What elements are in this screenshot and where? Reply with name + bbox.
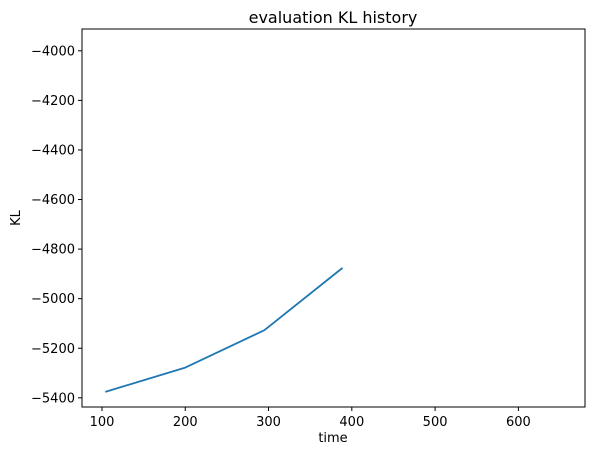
y-tick-label: −5400	[31, 391, 75, 406]
plot-frame	[81, 28, 586, 408]
y-tick-label: −4400	[31, 143, 75, 158]
series-layer	[105, 267, 344, 393]
chart-title: evaluation KL history	[249, 8, 418, 27]
x-axis-ticks: 100 200 300 400 500 600	[90, 407, 531, 430]
y-tick-label: −4800	[31, 243, 75, 258]
y-axis-label: KL	[9, 209, 24, 226]
x-tick-label: 300	[256, 415, 281, 430]
x-tick-label: 400	[339, 415, 364, 430]
x-tick-label: 600	[506, 415, 531, 430]
y-tick-label: −4200	[31, 94, 75, 109]
x-axis-label: time	[318, 431, 347, 446]
y-tick-label: −4000	[31, 44, 75, 59]
x-tick-label: 100	[90, 415, 115, 430]
y-axis-ticks: −5400 −5200 −5000 −4800 −4600 −4400 −4200 −4000	[31, 44, 82, 406]
y-tick-label: −4600	[31, 193, 75, 208]
series-line-0	[105, 267, 344, 393]
y-tick-label: −5200	[31, 342, 75, 357]
y-tick-label: −5000	[31, 292, 75, 307]
x-tick-label: 500	[423, 415, 448, 430]
x-tick-label: 200	[173, 415, 198, 430]
